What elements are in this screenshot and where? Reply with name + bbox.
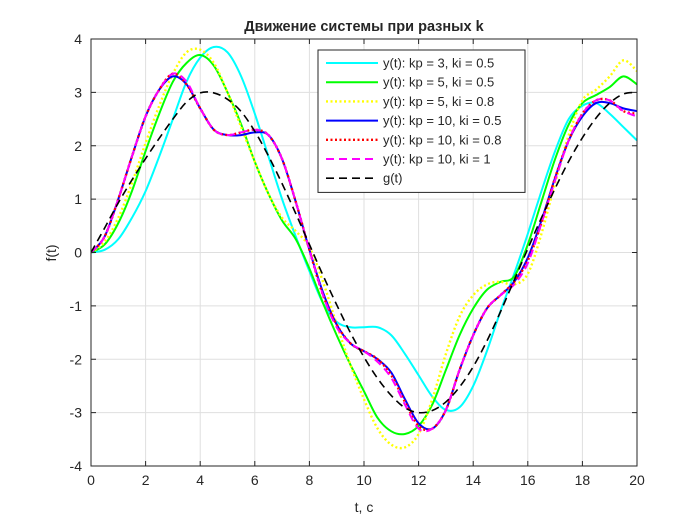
y-tick-label: -4	[70, 458, 83, 474]
series-line-7	[91, 91, 637, 414]
x-tick-label: 6	[251, 472, 259, 488]
legend-item-label: g(t)	[383, 171, 403, 186]
y-tick-label: -1	[70, 298, 83, 314]
legend-item-label: y(t): kp = 3, ki = 0.5	[383, 56, 494, 71]
y-tick-label: 2	[74, 138, 82, 154]
series-line-2	[91, 54, 637, 436]
chart-title: Движение системы при разных k	[244, 19, 484, 35]
legend-item-label: y(t): kp = 10, ki = 0.5	[383, 113, 502, 128]
series-line-1	[91, 45, 637, 412]
x-tick-label: 4	[196, 472, 204, 488]
x-tick-label: 8	[306, 472, 314, 488]
x-axis: 0 2 4 6 8 10 12 14 16 18 20	[87, 39, 645, 488]
y-axis: -4 -3 -2 -1 0 1 2 3 4	[70, 31, 637, 474]
legend-item-label: y(t): kp = 10, ki = 0.8	[383, 132, 502, 147]
x-tick-label: 20	[629, 472, 645, 488]
series-group	[91, 45, 637, 450]
legend-item-label: y(t): kp = 5, ki = 0.5	[383, 75, 494, 90]
y-axis-label: f(t)	[43, 244, 59, 261]
x-tick-label: 2	[142, 472, 150, 488]
x-tick-label: 16	[520, 472, 536, 488]
y-tick-label: 4	[74, 31, 82, 47]
series-line-3	[91, 47, 637, 450]
x-tick-label: 12	[411, 472, 427, 488]
y-tick-label: -3	[70, 405, 83, 421]
x-tick-label: 18	[575, 472, 591, 488]
x-axis-label: t, c	[355, 499, 374, 515]
y-tick-label: -2	[70, 351, 83, 367]
series-line-6	[91, 72, 637, 433]
x-tick-label: 10	[356, 472, 372, 488]
legend-item-label: y(t): kp = 10, ki = 1	[383, 152, 491, 167]
y-tick-label: 0	[74, 245, 82, 261]
legend-item-label: y(t): kp = 5, ki = 0.8	[383, 94, 494, 109]
legend: y(t): kp = 3, ki = 0.5 y(t): kp = 5, ki =…	[317, 49, 526, 193]
y-tick-label: 1	[74, 191, 82, 207]
y-tick-label: 3	[74, 84, 82, 100]
x-tick-label: 14	[465, 472, 481, 488]
x-tick-label: 0	[87, 472, 95, 488]
